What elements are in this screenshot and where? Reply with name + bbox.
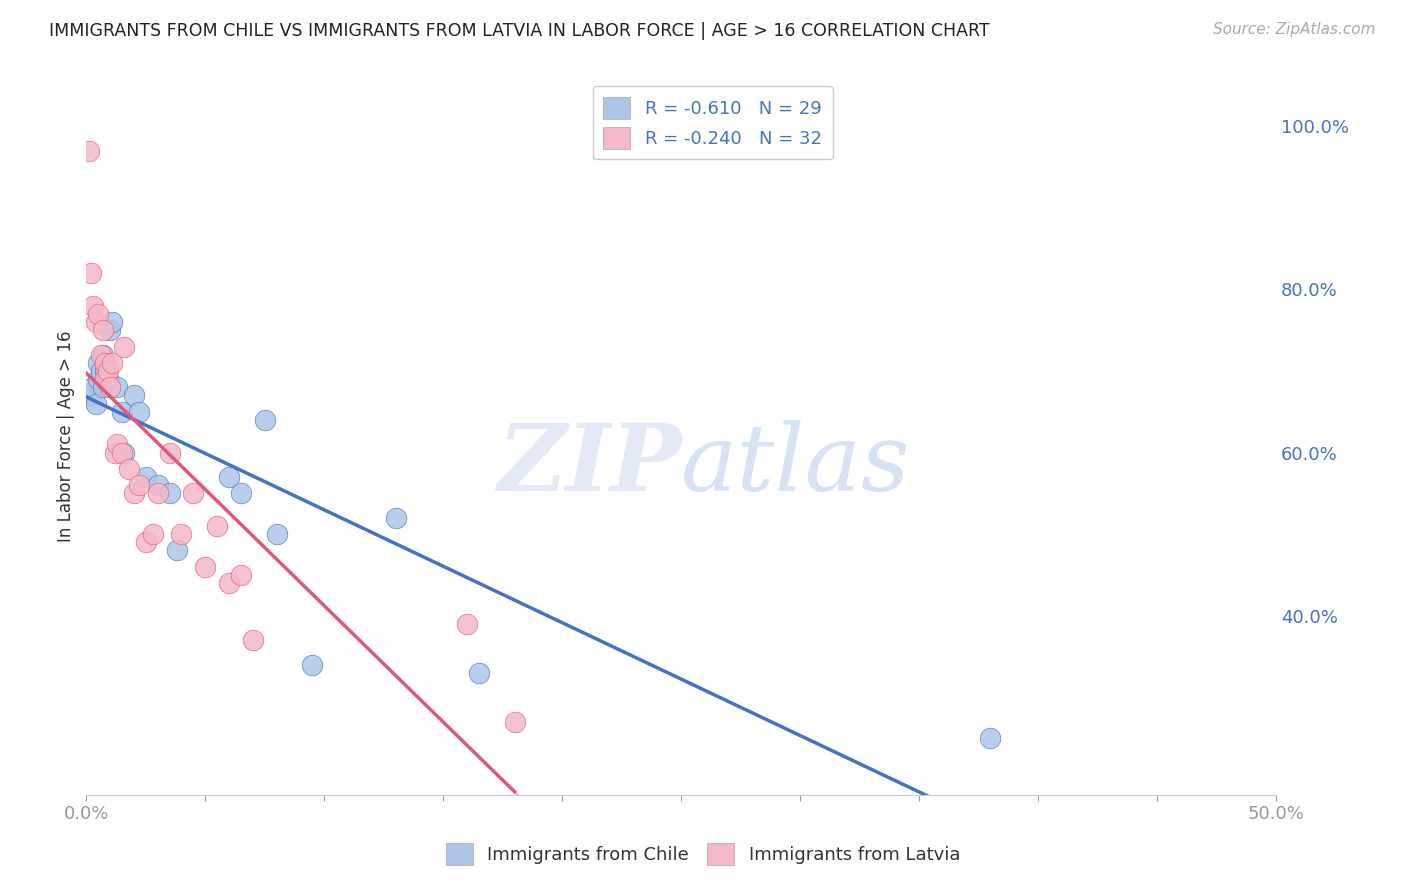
Point <box>229 567 252 582</box>
Text: IMMIGRANTS FROM CHILE VS IMMIGRANTS FROM LATVIA IN LABOR FORCE | AGE > 16 CORREL: IMMIGRANTS FROM CHILE VS IMMIGRANTS FROM… <box>49 22 990 40</box>
Point <box>101 315 124 329</box>
Point <box>84 397 107 411</box>
Text: Source: ZipAtlas.com: Source: ZipAtlas.com <box>1212 22 1375 37</box>
Point <box>97 372 120 386</box>
Point <box>456 616 478 631</box>
Point <box>146 478 169 492</box>
Point <box>101 356 124 370</box>
Point <box>87 356 110 370</box>
Point <box>90 364 112 378</box>
Point <box>503 714 526 729</box>
Point <box>194 559 217 574</box>
Point <box>122 388 145 402</box>
Point <box>84 315 107 329</box>
Point <box>979 731 1001 745</box>
Point <box>170 527 193 541</box>
Point <box>266 527 288 541</box>
Point <box>91 323 114 337</box>
Point <box>301 657 323 672</box>
Point <box>142 527 165 541</box>
Point <box>111 405 134 419</box>
Point <box>91 380 114 394</box>
Point <box>112 340 135 354</box>
Point <box>229 486 252 500</box>
Point <box>183 486 205 500</box>
Point <box>135 470 157 484</box>
Point <box>166 543 188 558</box>
Point <box>80 388 103 402</box>
Point <box>104 445 127 459</box>
Point <box>159 445 181 459</box>
Legend: R = -0.610   N = 29, R = -0.240   N = 32: R = -0.610 N = 29, R = -0.240 N = 32 <box>592 87 832 160</box>
Point <box>98 323 121 337</box>
Point <box>80 266 103 280</box>
Point <box>112 445 135 459</box>
Point <box>94 356 117 370</box>
Point <box>94 364 117 378</box>
Point <box>218 576 240 591</box>
Point <box>205 519 228 533</box>
Point <box>105 437 128 451</box>
Point <box>242 633 264 648</box>
Point <box>468 665 491 680</box>
Point <box>77 144 100 158</box>
Point <box>98 380 121 394</box>
Point <box>94 372 117 386</box>
Point <box>111 445 134 459</box>
Point <box>97 364 120 378</box>
Point <box>135 535 157 549</box>
Point <box>159 486 181 500</box>
Point <box>90 348 112 362</box>
Point <box>118 462 141 476</box>
Point <box>87 372 110 386</box>
Point <box>122 486 145 500</box>
Point <box>87 307 110 321</box>
Point <box>128 478 150 492</box>
Y-axis label: In Labor Force | Age > 16: In Labor Force | Age > 16 <box>58 331 75 542</box>
Text: atlas: atlas <box>681 420 911 510</box>
Point <box>218 470 240 484</box>
Point <box>82 380 104 394</box>
Point <box>82 299 104 313</box>
Point <box>384 510 406 524</box>
Point <box>146 486 169 500</box>
Text: ZIP: ZIP <box>496 420 681 510</box>
Point <box>91 348 114 362</box>
Point <box>128 405 150 419</box>
Legend: Immigrants from Chile, Immigrants from Latvia: Immigrants from Chile, Immigrants from L… <box>437 834 969 874</box>
Point <box>253 413 276 427</box>
Point <box>105 380 128 394</box>
